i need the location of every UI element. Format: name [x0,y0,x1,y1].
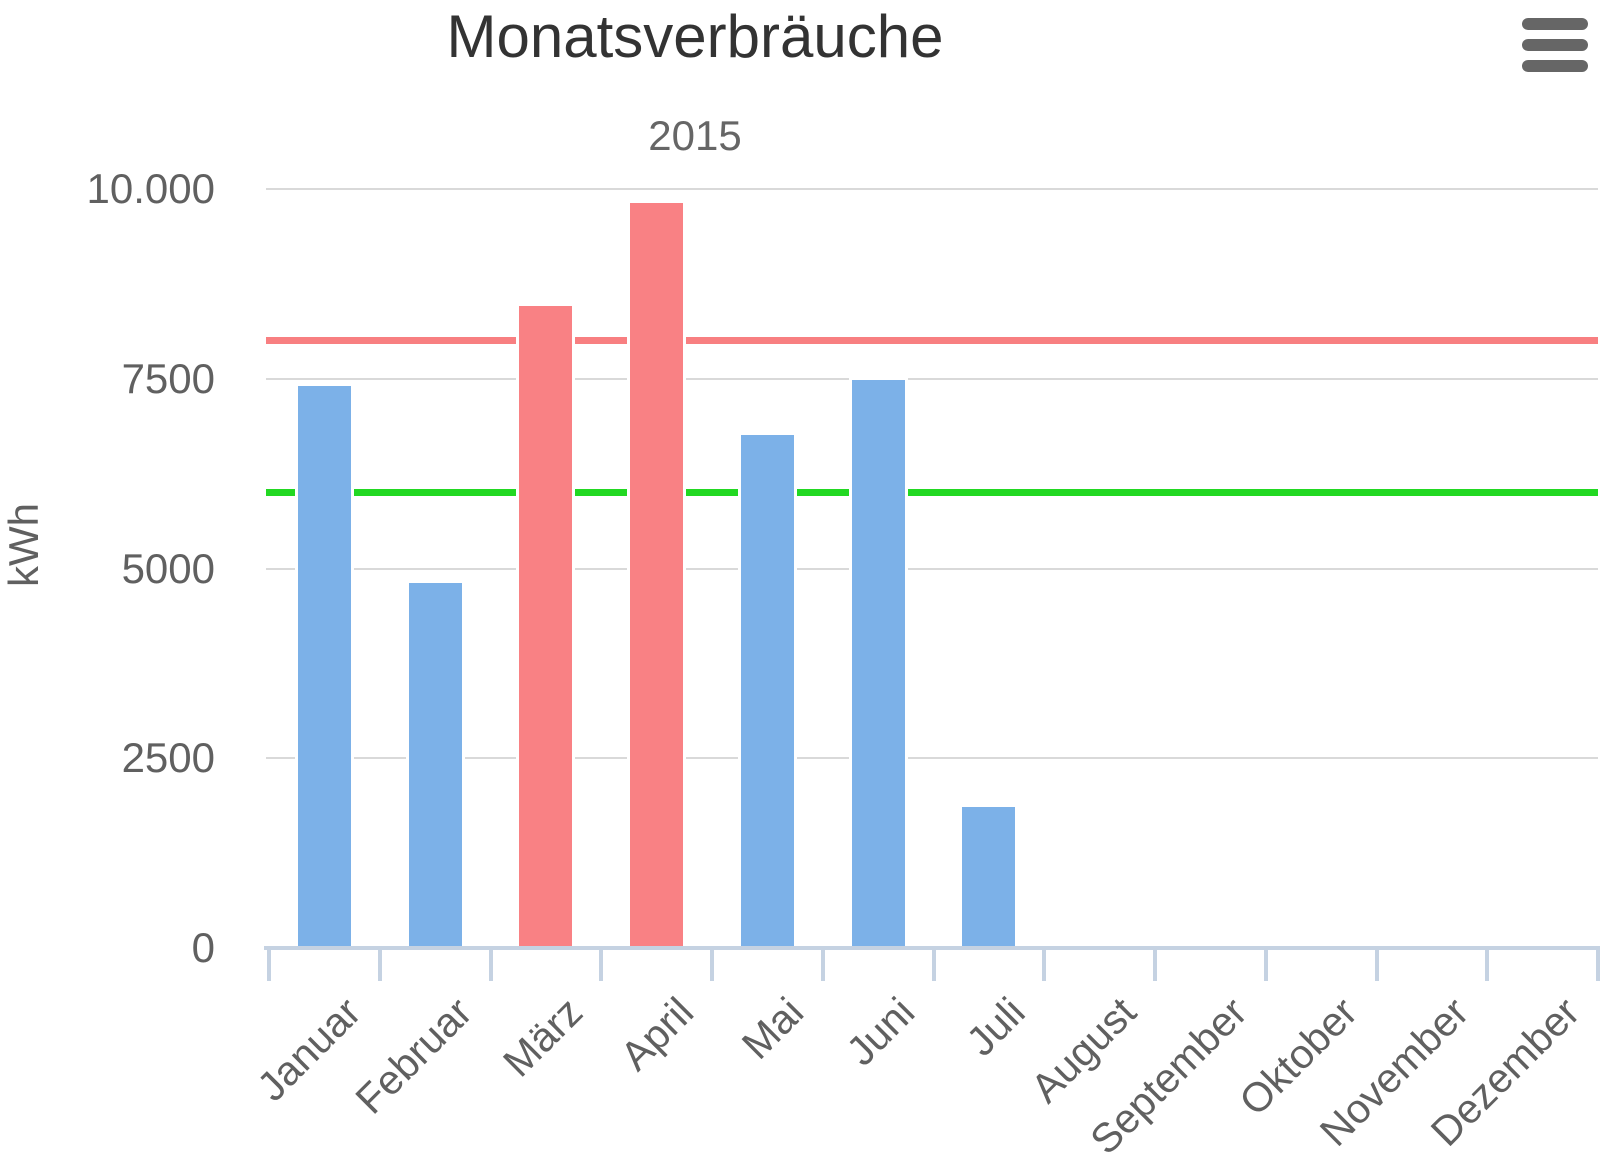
chart-subtitle: 2015 [648,112,742,159]
bar-marz[interactable] [516,302,576,948]
x-axis-tick [599,948,604,981]
bar-juni[interactable] [848,377,908,948]
gridline-5000 [266,567,1598,570]
hamburger-bar [1522,60,1588,72]
y-axis-label-2500: 2500 [121,734,215,782]
bar-mai[interactable] [737,431,797,948]
y-axis-label-0: 0 [191,924,215,971]
x-axis-tick [1042,948,1047,981]
hamburger-bar [1522,39,1588,51]
x-axis-label-mai: Mai [733,988,813,1068]
hamburger-menu-icon[interactable] [1522,14,1598,76]
x-axis-tick [1596,948,1600,981]
x-axis-tick [931,948,936,981]
x-axis-tick [1153,948,1157,981]
x-axis-tick [267,948,271,981]
x-axis-tick [1485,948,1490,981]
gridline-7500 [266,377,1598,380]
upper-limit-line [266,337,1598,345]
bar-februar[interactable] [405,579,465,948]
y-axis-label-7500: 7500 [121,354,215,402]
gridline-10000 [266,188,1598,190]
x-axis-tick [377,948,382,981]
bar-april[interactable] [627,200,687,948]
hamburger-bar [1522,18,1588,30]
x-axis-tick [1374,948,1379,981]
x-axis-label-marz: März [494,988,591,1086]
x-axis-label-april: April [611,988,702,1080]
x-axis-tick [488,948,493,981]
target-line [266,489,1598,497]
chart-title: Monatsverbräuche [446,3,944,70]
x-axis-tick [1263,948,1268,981]
bar-juli[interactable] [959,803,1019,948]
y-axis-label-5000: 5000 [121,544,215,592]
y-axis-label-10000: 10.000 [86,165,215,212]
gridline-2500 [266,757,1598,760]
bar-januar[interactable] [294,382,354,948]
x-axis-tick [710,948,714,981]
x-axis-tick [820,948,825,981]
x-axis-label-februar: Februar [346,988,481,1123]
x-axis-label-juni: Juni [837,988,924,1075]
x-axis-label-juli: Juli [957,988,1034,1065]
